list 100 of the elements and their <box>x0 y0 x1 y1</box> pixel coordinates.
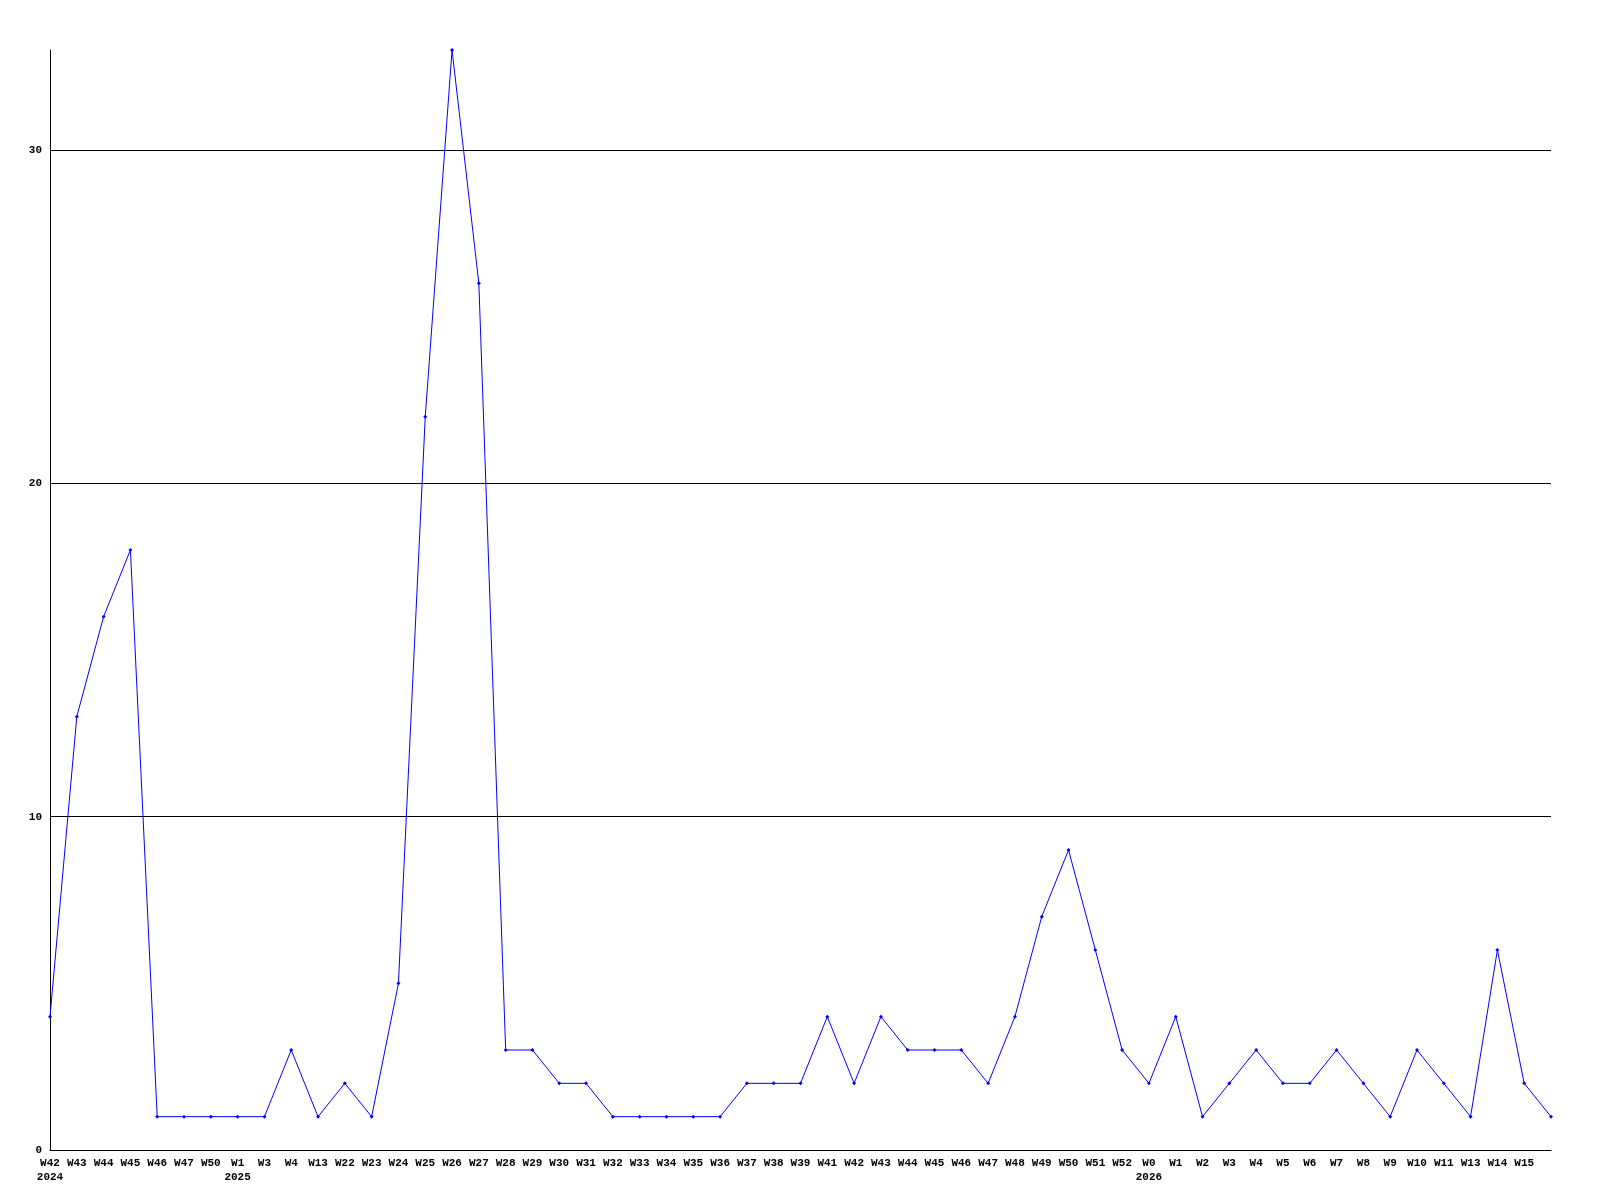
point <box>1066 848 1071 852</box>
point <box>959 1048 964 1052</box>
x-tick-label: W9 <box>1383 1157 1397 1169</box>
x-tick-label: W44 <box>93 1157 114 1169</box>
point <box>1361 1081 1366 1086</box>
point <box>1173 1014 1178 1019</box>
point <box>369 1114 374 1119</box>
point <box>1227 1081 1232 1086</box>
y-tick-label: 30 <box>28 144 42 156</box>
point <box>342 1081 347 1086</box>
point <box>1200 1114 1205 1119</box>
x-tick-label: W48 <box>1005 1157 1026 1169</box>
x-tick-label: W13 <box>1460 1157 1481 1169</box>
point <box>718 1114 723 1119</box>
point <box>1495 948 1500 952</box>
y-tick-label: 20 <box>28 477 42 490</box>
line-series <box>48 48 1553 1119</box>
x-tick-label: W28 <box>495 1157 516 1169</box>
point <box>637 1114 642 1119</box>
point <box>101 614 106 619</box>
x-tick-label: W2 <box>1195 1157 1210 1169</box>
x-tick-label: W5 <box>1276 1157 1290 1169</box>
point <box>1254 1048 1259 1052</box>
point <box>396 981 401 986</box>
x-tick-label: W25 <box>415 1157 436 1169</box>
x-tick-label: W27 <box>468 1157 489 1169</box>
point <box>289 1048 294 1052</box>
x-tick-label: W26 <box>442 1157 462 1169</box>
x-tick-label: W47 <box>174 1157 194 1169</box>
point <box>878 1014 883 1019</box>
point <box>1468 1114 1473 1119</box>
point <box>691 1114 696 1119</box>
x-tick-label: W6 <box>1303 1157 1317 1169</box>
point <box>262 1114 267 1119</box>
point <box>128 548 133 552</box>
x-tick-label: W42 <box>844 1157 865 1169</box>
point <box>503 1048 508 1052</box>
x-tick-label: W1 <box>1169 1157 1183 1169</box>
point <box>1012 1014 1017 1019</box>
x-tick-label: W10 <box>1407 1157 1427 1169</box>
point <box>1120 1048 1125 1052</box>
x-tick-label: W13 <box>308 1157 329 1169</box>
x-tick-label: W14 <box>1487 1157 1508 1169</box>
x-tick-label: W3 <box>1222 1157 1237 1169</box>
point <box>1280 1081 1285 1086</box>
x-tick-label: W46 <box>147 1157 168 1169</box>
x-tick-label: W50 <box>200 1157 221 1169</box>
x-tick-label: W0 2026 <box>1135 1157 1163 1183</box>
x-tick-label: W15 <box>1514 1157 1535 1169</box>
point <box>664 1114 669 1119</box>
point <box>423 414 428 419</box>
point <box>852 1081 857 1086</box>
point <box>584 1081 589 1086</box>
point <box>1441 1081 1446 1086</box>
x-tick-label: W46 <box>951 1157 972 1169</box>
point <box>316 1114 321 1119</box>
point <box>155 1114 160 1119</box>
x-tick-label: W31 <box>576 1157 597 1169</box>
point <box>182 1114 187 1119</box>
y-tick-label: 10 <box>28 810 42 823</box>
point <box>771 1081 776 1086</box>
point <box>557 1081 562 1086</box>
point <box>1146 1081 1151 1086</box>
x-tick-label: W3 <box>257 1157 272 1169</box>
x-tick-label: W34 <box>656 1157 677 1169</box>
x-tick-label: W7 <box>1329 1157 1344 1169</box>
point <box>1334 1048 1339 1052</box>
point <box>530 1048 535 1052</box>
x-tick-label: W41 <box>817 1157 838 1169</box>
point <box>610 1114 615 1119</box>
point <box>208 1114 213 1119</box>
x-tick-label: W51 <box>1085 1157 1106 1169</box>
x-tick-label: W45 <box>120 1157 141 1169</box>
point <box>798 1081 803 1086</box>
x-tick-label: W8 <box>1356 1157 1371 1169</box>
x-tick-label: W4 <box>284 1157 299 1169</box>
point <box>1549 1114 1553 1119</box>
x-tick-label: W33 <box>629 1157 650 1169</box>
x-tick-label: W43 <box>871 1157 892 1169</box>
point <box>235 1114 240 1119</box>
x-tick-label: W32 <box>602 1157 623 1169</box>
x-tick-label: W50 <box>1058 1157 1079 1169</box>
x-tick-label: W29 <box>522 1157 543 1169</box>
point <box>74 714 79 719</box>
y-tick-label: 0 <box>35 1144 42 1156</box>
point <box>1388 1114 1393 1119</box>
x-tick-label: W36 <box>710 1157 730 1169</box>
point <box>1307 1081 1312 1086</box>
x-tick-label: W42 2024 <box>36 1157 64 1183</box>
point <box>450 48 455 52</box>
x-tick-label: W1 2025 <box>224 1157 252 1183</box>
x-tick-label: W44 <box>897 1157 919 1169</box>
point <box>825 1014 830 1019</box>
x-tick-label: W22 <box>334 1157 355 1169</box>
x-tick-label: W52 <box>1112 1157 1133 1169</box>
point <box>476 281 481 286</box>
x-tick-label: W45 <box>924 1157 945 1169</box>
point <box>1522 1081 1527 1086</box>
x-tick-label: W37 <box>736 1157 757 1169</box>
point <box>986 1081 991 1086</box>
